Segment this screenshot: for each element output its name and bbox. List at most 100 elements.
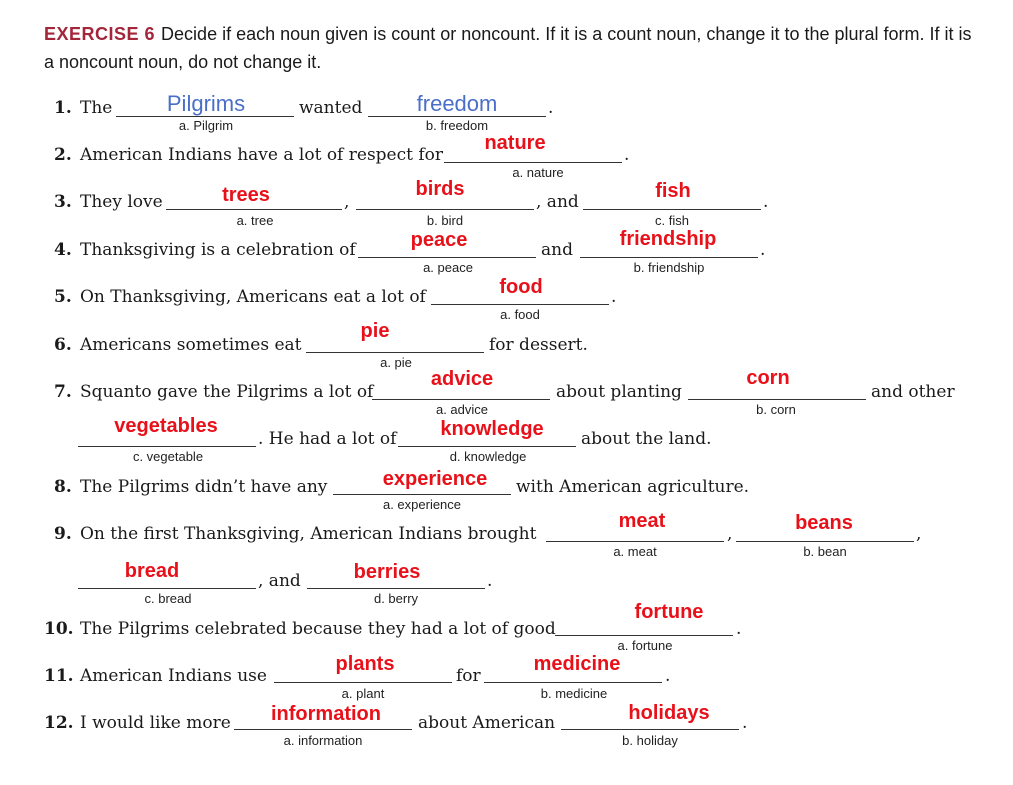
sentence-text: American Indians have a lot of respect f… <box>80 145 444 165</box>
answer-text: berries <box>353 561 421 583</box>
answer-text: vegetables <box>114 415 218 437</box>
hint-label: a. Pilgrim <box>178 118 234 133</box>
answer-text: holidays <box>628 702 710 724</box>
sentence-text: . <box>763 192 769 212</box>
hint-label: c. vegetable <box>132 449 204 464</box>
answer-blank[interactable] <box>356 209 534 210</box>
answer-text: medicine <box>533 653 621 675</box>
answer-blank[interactable] <box>583 209 761 210</box>
answer-text: trees <box>222 184 270 206</box>
sentence-text: . <box>548 98 554 118</box>
sentence-text: wanted <box>299 98 363 118</box>
sentence-text: The Pilgrims celebrated because they had… <box>80 619 556 639</box>
answer-blank[interactable] <box>580 257 758 258</box>
answer-text: food <box>499 276 543 298</box>
item-number: 2. <box>54 145 72 165</box>
sentence-text: They love <box>80 192 163 212</box>
answer-text: pie <box>360 320 390 342</box>
answer-blank[interactable] <box>431 304 609 305</box>
hint-label: d. berry <box>373 591 419 606</box>
answer-text: experience <box>382 468 488 490</box>
answer-blank[interactable] <box>372 399 550 400</box>
sentence-text: , <box>727 524 733 544</box>
answer-blank[interactable] <box>306 352 484 353</box>
item-number: 8. <box>54 477 72 497</box>
sentence-text: , and <box>536 192 579 212</box>
answer-text: corn <box>746 367 790 389</box>
sentence-text: . <box>611 287 617 307</box>
hint-label: a. pie <box>380 355 412 370</box>
answer-blank[interactable] <box>546 541 724 542</box>
hint-label: a. peace <box>423 260 473 275</box>
answer-blank[interactable] <box>555 635 733 636</box>
answer-blank[interactable] <box>78 446 256 447</box>
answer-blank[interactable] <box>234 729 412 730</box>
answer-text: bread <box>124 560 180 582</box>
sentence-text: with American agriculture. <box>516 477 750 497</box>
answer-blank[interactable] <box>398 446 576 447</box>
answer-blank[interactable] <box>736 541 914 542</box>
sentence-text: . <box>736 619 742 639</box>
item-number: 10. <box>44 619 74 639</box>
answer-text: information <box>271 703 381 725</box>
answer-text: peace <box>410 229 468 251</box>
hint-label: a. experience <box>382 497 462 512</box>
answer-blank[interactable] <box>688 399 866 400</box>
sentence-text: I would like more <box>80 713 231 733</box>
sentence-text: about planting <box>556 382 682 402</box>
exercise-instructions: Decide if each noun given is count or no… <box>44 24 972 72</box>
sentence-text: Thanksgiving is a celebration of <box>80 240 356 260</box>
hint-label: b. medicine <box>540 686 608 701</box>
hint-label: a. nature <box>512 165 564 180</box>
answer-text: plants <box>335 653 395 675</box>
hint-label: d. knowledge <box>449 449 527 464</box>
item-number: 4. <box>54 240 72 260</box>
answer-blank[interactable] <box>484 682 662 683</box>
hint-label: a. fortune <box>617 638 673 653</box>
sentence-text: On Thanksgiving, Americans eat a lot of <box>80 287 426 307</box>
hint-label: b. freedom <box>425 118 489 133</box>
sentence-text: . <box>742 713 748 733</box>
answer-blank[interactable] <box>444 162 622 163</box>
answer-blank[interactable] <box>333 494 511 495</box>
answer-blank[interactable] <box>358 257 536 258</box>
hint-label: c. bread <box>144 591 192 606</box>
answer-text: advice <box>430 368 494 390</box>
answer-handwritten: Pilgrims <box>166 91 246 116</box>
answer-text: knowledge <box>440 418 544 440</box>
answer-text: nature <box>484 132 546 154</box>
answer-blank[interactable] <box>561 729 739 730</box>
answer-blank[interactable] <box>166 209 342 210</box>
answer-text: birds <box>415 178 465 200</box>
hint-label: b. holiday <box>622 733 678 748</box>
sentence-text: for dessert. <box>489 335 588 355</box>
item-number: 9. <box>54 524 72 544</box>
answer-blank[interactable] <box>116 116 294 117</box>
sentence-text: , and <box>258 571 301 591</box>
answer-text: fortune <box>634 601 704 623</box>
sentence-text: Squanto gave the Pilgrims a lot of <box>80 382 374 402</box>
answer-blank[interactable] <box>274 682 452 683</box>
sentence-text: , <box>916 524 922 544</box>
hint-label: a. tree <box>236 213 274 228</box>
exercise-header: EXERCISE 6 Decide if each noun given is c… <box>44 20 974 76</box>
answer-text: friendship <box>619 228 717 250</box>
sentence-text: American Indians use <box>80 666 267 686</box>
sentence-text: . He had a lot of <box>258 429 397 449</box>
hint-label: a. meat <box>613 544 657 559</box>
answer-blank[interactable] <box>307 588 485 589</box>
answer-text: meat <box>618 510 666 532</box>
sentence-text: . <box>665 666 671 686</box>
sentence-text: The Pilgrims didn’t have any <box>80 477 328 497</box>
answer-blank[interactable] <box>368 116 546 117</box>
item-number: 12. <box>44 713 74 733</box>
sentence-text: Americans sometimes eat <box>80 335 302 355</box>
sentence-text: . <box>487 571 493 591</box>
item-number: 7. <box>54 382 72 402</box>
hint-label: c. fish <box>655 213 689 228</box>
item-number: 5. <box>54 287 72 307</box>
answer-blank[interactable] <box>78 588 256 589</box>
hint-label: a. plant <box>341 686 385 701</box>
sentence-text: about American <box>418 713 556 733</box>
hint-label: b. bean <box>803 544 847 559</box>
